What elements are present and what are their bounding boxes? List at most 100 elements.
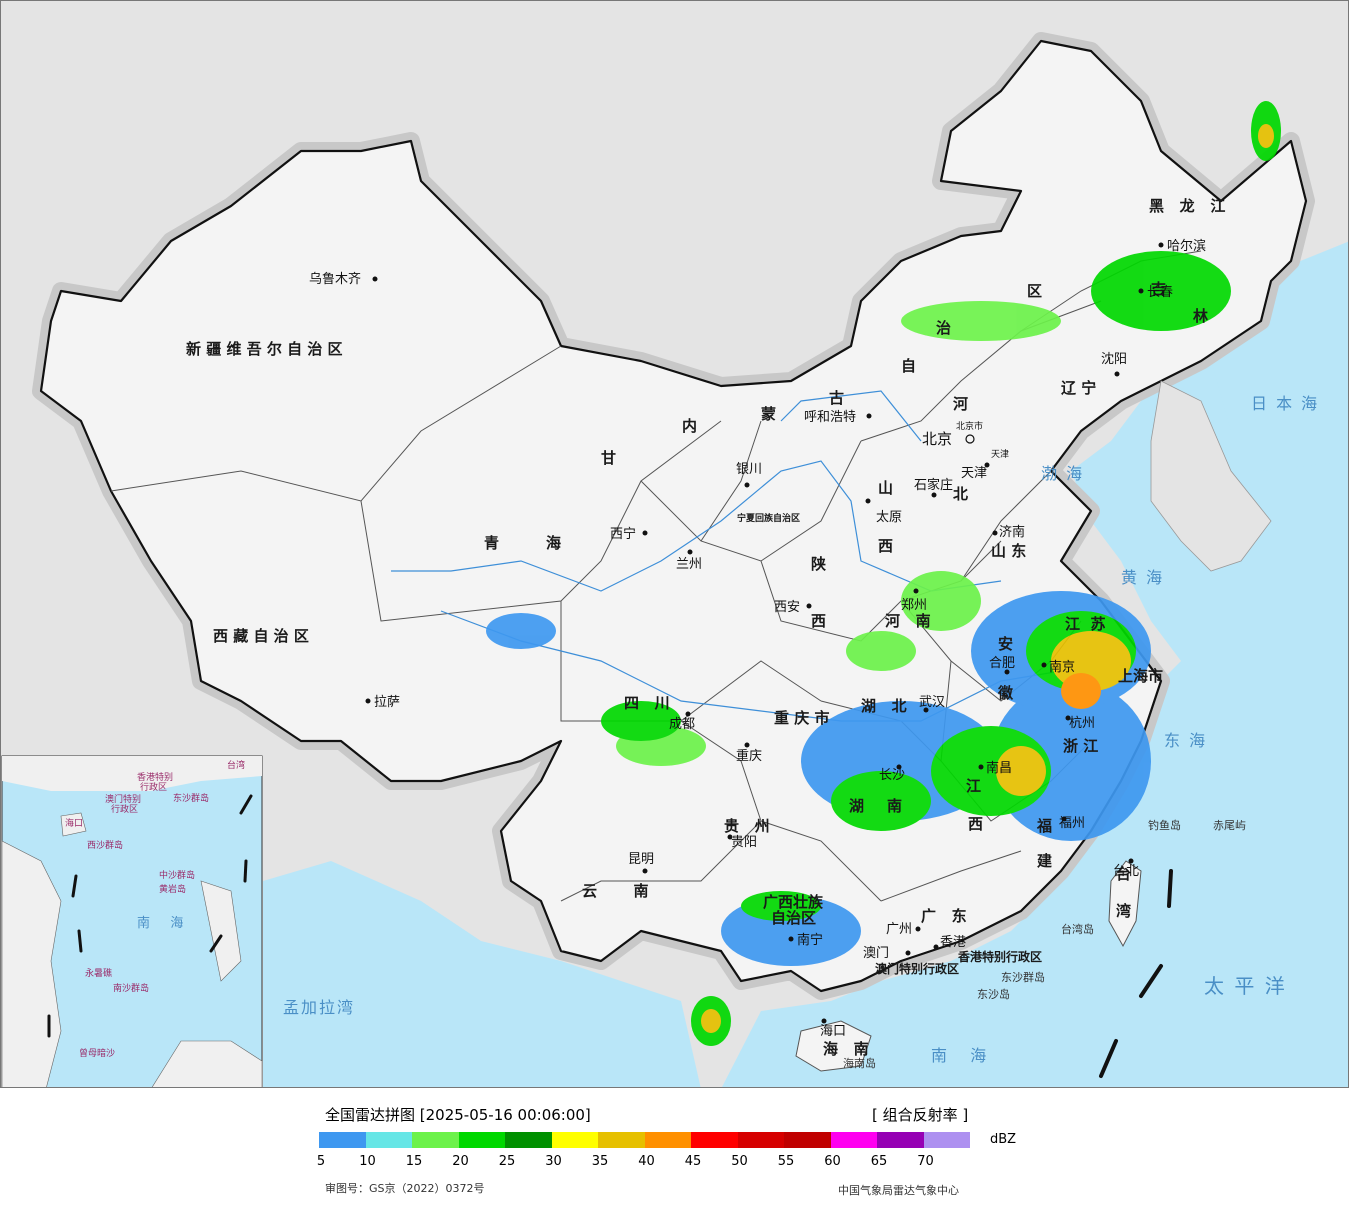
- legend-tick-label: 55: [777, 1154, 795, 1169]
- sea-label: 东 海: [1164, 731, 1207, 750]
- city-label: 杭州: [1069, 716, 1095, 731]
- sea-label: 太 平 洋: [1204, 974, 1287, 998]
- map-approval-number: 审图号：GS京（2022）0372号: [325, 1182, 485, 1195]
- province-label: 黑 龙 江: [1149, 197, 1225, 215]
- radar-title: 全国雷达拼图 [2025-05-16 00:06:00]: [325, 1106, 591, 1124]
- province-label: 吉: [1151, 280, 1166, 298]
- city-label: 昆明: [628, 852, 654, 867]
- sea-label: 孟加拉湾: [283, 998, 355, 1017]
- city-label: 沈阳: [1101, 352, 1127, 367]
- province-label: 浙 江: [1063, 737, 1098, 755]
- city-label: 北京: [922, 430, 952, 448]
- legend-tick-label: 30: [545, 1154, 562, 1169]
- city-label: 广州: [886, 922, 912, 937]
- legend-swatch: [505, 1132, 552, 1148]
- legend-swatch: [365, 1132, 412, 1148]
- korea-land: [1150, 380, 1272, 572]
- inset-label: 南沙群岛: [113, 982, 149, 994]
- city-label: 北京市: [956, 420, 983, 432]
- province-label: 西: [968, 815, 983, 833]
- city-label: 台北: [1113, 864, 1139, 879]
- province-label: 辽 宁: [1061, 379, 1096, 397]
- city-labels: 乌鲁木齐 拉萨 西宁 兰州 银川 呼和浩特 哈尔滨 长春 沈阳 北京 北京市 天…: [309, 238, 1206, 1039]
- city-label: 重庆: [736, 748, 762, 764]
- city-label: 长沙: [879, 768, 905, 783]
- province-label: 自治区: [771, 909, 816, 927]
- province-label: 甘: [601, 449, 616, 467]
- legend-swatch: [319, 1132, 366, 1148]
- province-label: 青 海: [484, 534, 561, 552]
- city-label: 合肥: [989, 656, 1015, 671]
- island-label: 台湾岛: [1061, 922, 1094, 936]
- inset-label: 台湾: [227, 759, 245, 771]
- legend-swatch: [644, 1132, 691, 1148]
- data-source: 中国气象局雷达气象中心: [838, 1184, 959, 1197]
- inset-label: 东沙群岛: [173, 792, 209, 804]
- legend-tick-label: 10: [359, 1154, 376, 1169]
- inset-labels: 台湾 香港特别 行政区 澳门特别 行政区 东沙群岛 西沙群岛 中沙群岛 黄岩岛 …: [65, 759, 245, 1059]
- city-label: 西宁: [610, 526, 636, 542]
- legend-tick-label: 65: [870, 1154, 888, 1169]
- legend-tick-label: 60: [824, 1154, 841, 1169]
- city-label: 香港: [940, 935, 966, 950]
- color-scale: [319, 1132, 970, 1148]
- taiwan-land: [1108, 860, 1142, 948]
- province-label: 安: [998, 635, 1013, 653]
- sea-label: 黄 海: [1121, 568, 1164, 587]
- city-label: 太原: [876, 510, 902, 525]
- sea-label: 南 海: [931, 1046, 988, 1065]
- province-label: 广 东: [921, 907, 967, 925]
- inset-label: 香港特别: [137, 771, 173, 783]
- province-label: 宁夏回族自治区: [737, 512, 800, 524]
- inset-label: 澳门特别: [105, 793, 141, 805]
- province-labels: 新 疆 维 吾 尔 自 治 区 西 藏 自 治 区 青 海 甘 内 蒙 古 自 …: [186, 197, 1225, 1058]
- province-label: 四 川: [624, 694, 670, 712]
- province-label: 陕: [811, 555, 826, 573]
- hainan-land: [795, 1020, 872, 1072]
- city-label: 郑州: [901, 598, 927, 613]
- inset-label: 黄岩岛: [159, 883, 186, 895]
- province-label: 区: [1027, 282, 1042, 300]
- city-label: 天津: [991, 449, 1009, 460]
- legend-swatch: [830, 1132, 877, 1148]
- radar-echoes: [486, 101, 1281, 1046]
- legend-tick-label: 20: [452, 1154, 469, 1169]
- province-label: 香港特别行政区: [957, 949, 1042, 964]
- province-label: 福: [1036, 817, 1052, 835]
- city-label: 拉萨: [374, 695, 400, 710]
- province-label: 治: [936, 319, 951, 337]
- legend-footer: 全国雷达拼图 [2025-05-16 00:06:00] [ 组合反射率 ] d…: [0, 1088, 1349, 1208]
- legend-swatch: [412, 1132, 459, 1148]
- inset-label: 海口: [65, 817, 83, 829]
- sea-label: 日 本 海: [1251, 394, 1319, 413]
- city-label: 澳门: [863, 945, 889, 961]
- sea-labels: 渤 海 黄 海 东 海 南 海 日 本 海 太 平 洋 孟加拉湾: [283, 394, 1319, 1065]
- province-label: 内: [682, 417, 697, 435]
- province-label: 澳门特别行政区: [875, 961, 959, 976]
- rivers: [391, 390, 1062, 722]
- province-label: 山: [878, 479, 893, 497]
- province-label: 江: [966, 777, 981, 795]
- city-label: 长春: [1147, 285, 1173, 300]
- city-label: 兰州: [676, 557, 702, 572]
- province-label: 上海市: [1118, 667, 1163, 685]
- city-label: 南昌: [986, 760, 1012, 776]
- legend-tick-label: 15: [405, 1154, 423, 1169]
- city-label: 贵阳: [731, 835, 757, 850]
- city-label: 福州: [1059, 816, 1085, 831]
- south-china-sea-inset: [1, 755, 263, 1087]
- island-labels: 钓鱼岛 赤尾屿 台湾岛 东沙群岛 东沙岛 海南岛: [843, 818, 1246, 1070]
- city-label: 西安: [774, 600, 800, 615]
- province-label: 湖: [849, 797, 864, 815]
- legend-swatch: [598, 1132, 645, 1148]
- legend-tick-label: 50: [731, 1154, 748, 1169]
- province-label: 林: [1193, 307, 1209, 325]
- province-label: 湾: [1116, 902, 1131, 920]
- legend-swatch: [737, 1132, 784, 1148]
- legend-tick-label: 5: [316, 1154, 326, 1169]
- radar-map: 新 疆 维 吾 尔 自 治 区 西 藏 自 治 区 青 海 甘 内 蒙 古 自 …: [0, 0, 1349, 1088]
- city-label: 天津: [961, 466, 987, 481]
- island-label: 赤尾屿: [1213, 819, 1246, 832]
- city-label: 哈尔滨: [1167, 238, 1206, 254]
- province-label: 江 苏: [1065, 615, 1105, 633]
